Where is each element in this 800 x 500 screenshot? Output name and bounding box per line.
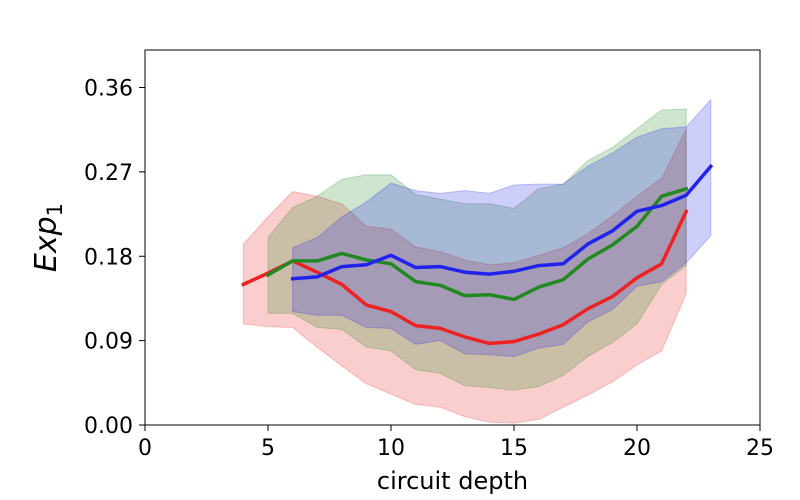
band-green xyxy=(267,108,687,391)
series-line-blue xyxy=(290,163,714,281)
x-tick-label: 5 xyxy=(261,436,275,461)
series-lines xyxy=(241,163,714,346)
x-tick-label: 25 xyxy=(746,436,774,461)
x-tick-label: 20 xyxy=(623,436,651,461)
y-axis-label-subscript: 1 xyxy=(43,203,67,216)
x-tick-label: 10 xyxy=(377,436,405,461)
y-tick-label: 0.00 xyxy=(84,414,133,439)
plot-frame xyxy=(144,49,761,426)
series-line-green xyxy=(265,186,689,302)
x-axis-label: circuit depth xyxy=(377,467,528,495)
y-axis-label: Exp1 xyxy=(29,203,67,272)
x-tick-label: 0 xyxy=(138,436,152,461)
x-tick-label: 15 xyxy=(500,436,528,461)
y-tick-label: 0.18 xyxy=(84,245,133,270)
x-axis: 0 5 10 15 20 25 xyxy=(138,425,774,461)
y-axis: 0.00 0.09 0.18 0.27 0.36 xyxy=(84,77,145,439)
y-tick-label: 0.09 xyxy=(84,330,133,355)
band-blue xyxy=(292,98,712,358)
y-axis-label-base: Exp xyxy=(29,216,64,272)
band-red xyxy=(242,128,687,424)
series-line-red xyxy=(241,208,689,346)
confidence-bands xyxy=(242,98,712,424)
y-tick-label: 0.27 xyxy=(84,161,133,186)
y-tick-label: 0.36 xyxy=(84,77,133,102)
